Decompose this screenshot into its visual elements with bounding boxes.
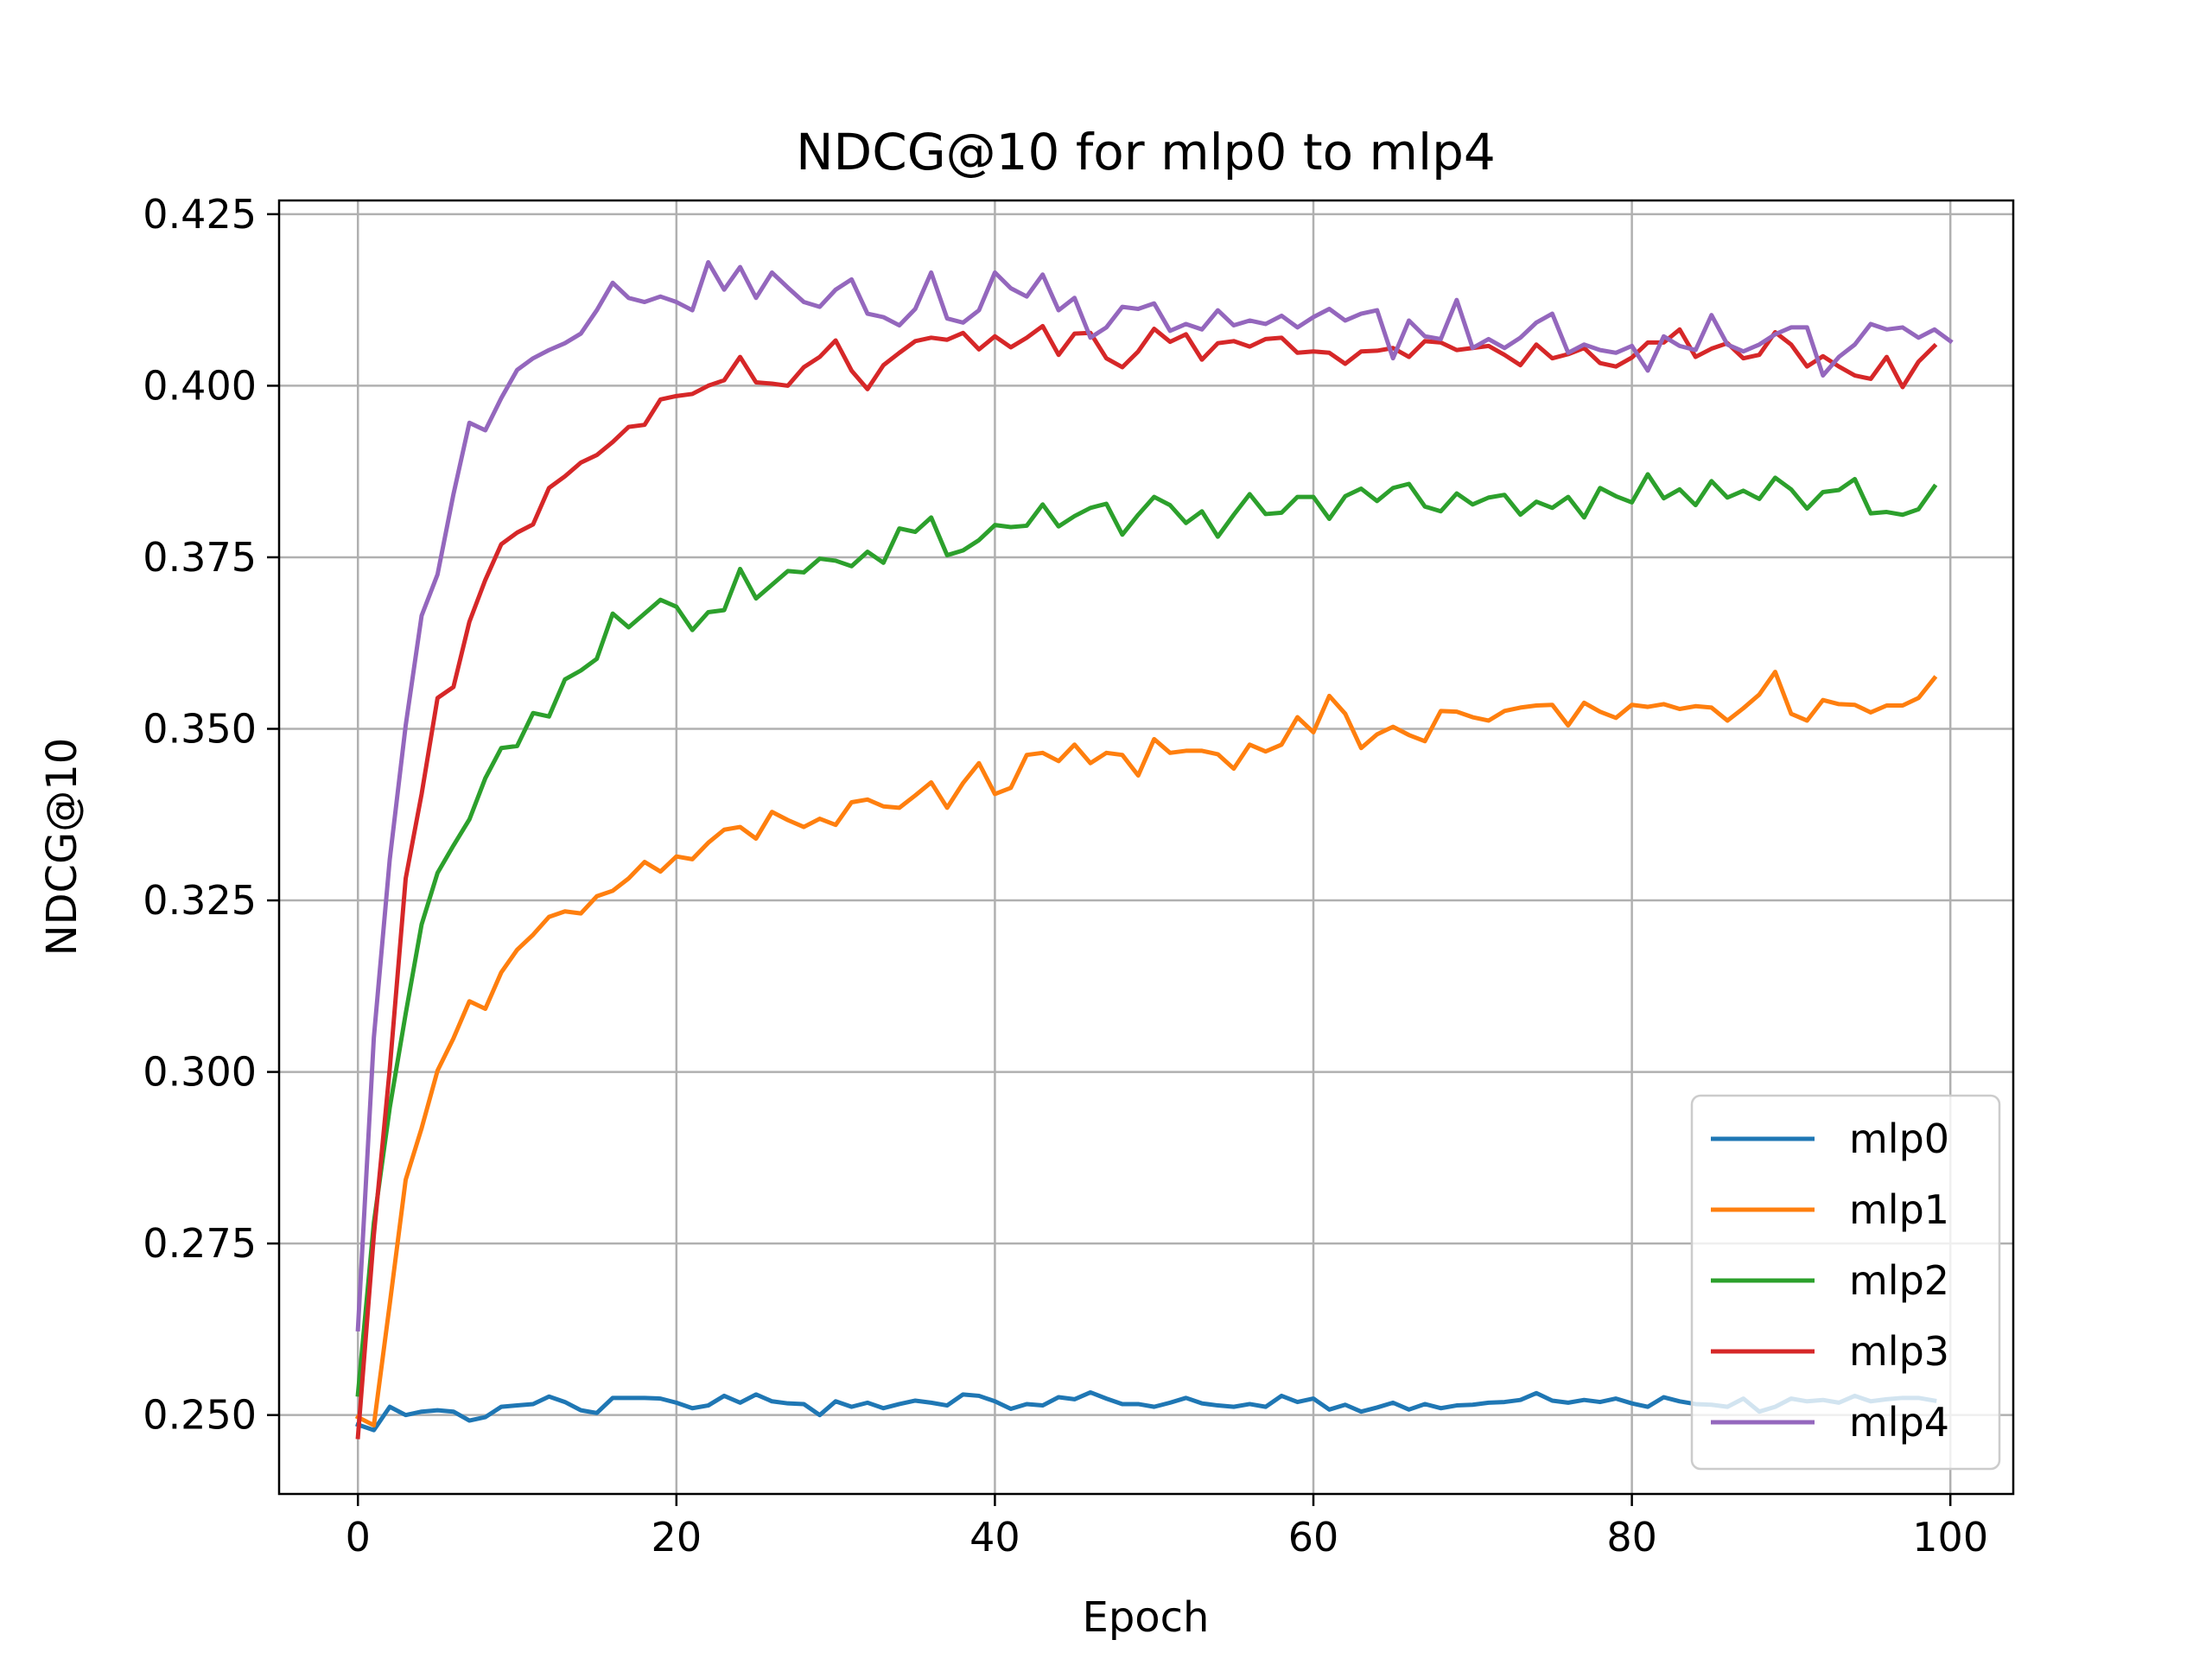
x-tick-label: 0 [346, 1514, 371, 1560]
series-lines [354, 259, 1954, 1440]
y-tick-label: 0.375 [143, 534, 257, 581]
plot-frame [277, 199, 2015, 1496]
chart-title: NDCG@10 for mlp0 to mlp4 [796, 123, 1496, 181]
y-tick-label: 0.425 [143, 191, 257, 238]
x-tick-label: 40 [969, 1514, 1020, 1560]
y-tick-label: 0.325 [143, 877, 257, 924]
y-tick-label: 0.400 [143, 362, 257, 409]
legend-label-mlp1: mlp1 [1849, 1186, 1949, 1233]
x-tick-label: 100 [1912, 1514, 1988, 1560]
legend-label-mlp2: mlp2 [1849, 1257, 1949, 1304]
series-line-mlp1 [354, 670, 1938, 1428]
series-line-mlp2 [355, 472, 1938, 1397]
y-tick-label: 0.250 [143, 1392, 257, 1439]
y-tick-label: 0.300 [143, 1049, 257, 1096]
legend: mlp0 mlp1 mlp2 mlp3 mlp4 [1690, 1094, 2001, 1471]
y-axis-label: NDCG@10 [38, 738, 86, 957]
x-tick-label: 60 [1288, 1514, 1339, 1560]
legend-label-mlp3: mlp3 [1849, 1328, 1949, 1375]
legend-box [1690, 1094, 2001, 1471]
x-axis: 0 20 40 60 80 100 [346, 1494, 1988, 1560]
series-line-mlp4 [355, 259, 1954, 1332]
y-tick-label: 0.350 [143, 706, 257, 753]
x-axis-label: Epoch [1083, 1593, 1210, 1642]
y-tick-label: 0.275 [143, 1220, 257, 1267]
legend-label-mlp4: mlp4 [1849, 1399, 1949, 1446]
x-tick-label: 80 [1606, 1514, 1657, 1560]
series-line-mlp0 [355, 1389, 1937, 1433]
series-line-mlp3 [355, 323, 1938, 1440]
x-tick-label: 20 [652, 1514, 702, 1560]
y-axis: 0.250 0.275 0.300 0.325 0.350 0.375 0.400 0.425 [143, 191, 279, 1439]
legend-label-mlp0: mlp0 [1849, 1116, 1949, 1162]
